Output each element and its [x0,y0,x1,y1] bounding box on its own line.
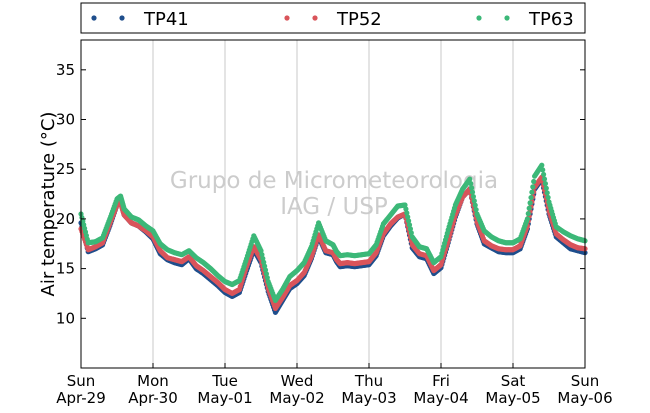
x-tick-label-date: May-04 [413,389,468,407]
legend-box [80,2,586,34]
data-point-tp63 [451,205,458,211]
y-tick-label: 10 [56,309,75,327]
data-point-tp63 [408,230,414,236]
data-point-tp63 [444,230,450,236]
data-point-tp63 [473,206,479,213]
data-point-tp63 [531,178,537,185]
x-tick-label-date: May-02 [269,389,324,407]
legend-label: TP52 [336,9,382,30]
legend-marker [476,15,482,21]
data-point-tp63 [545,194,551,201]
x-tick-label-date: Apr-30 [128,389,178,407]
data-point-tp63 [471,198,477,204]
data-point-tp63 [581,237,587,244]
x-tick-label-day: Tue [211,372,238,390]
watermark-line-2: IAG / USP [280,194,388,220]
data-point-tp63 [257,246,263,252]
data-point-tp63 [469,189,476,195]
data-point-tp63 [540,167,546,173]
watermark-line-1: Grupo de Micrometeorologia [170,168,498,194]
y-tick-label: 35 [56,61,75,79]
legend-marker [504,15,510,21]
data-point-tp63 [529,189,535,195]
x-tick-label-day: Sun [571,372,600,390]
data-point-tp63 [530,184,536,190]
data-point-tp63 [543,185,549,191]
data-point-tp63 [243,258,249,264]
legend-marker [284,15,290,21]
data-point-tp63 [406,222,413,228]
plot-frame [80,39,586,369]
legend-label: TP63 [528,9,574,30]
data-points [78,162,588,315]
y-tick-label: 30 [56,111,75,129]
data-point-tp63 [106,218,112,224]
data-point-tp63 [404,210,410,216]
legend-label: TP41 [143,9,189,30]
data-point-tp63 [405,214,411,220]
legend-marker [119,15,125,21]
data-point-tp63 [527,200,533,206]
legend-marker [91,15,97,21]
x-tick-label-date: May-01 [197,389,252,407]
legend-marker [312,15,318,21]
data-point-tp63 [307,246,314,252]
data-point-tp52 [581,246,587,252]
x-tick-label-day: Sat [501,372,526,390]
data-point-tp63 [468,180,474,187]
data-point-tp63 [264,275,270,281]
data-point-tp63 [541,176,548,182]
x-axis: SunApr-29MonApr-30TueMay-01WedMay-02ThuM… [56,363,613,407]
data-point-tp63 [470,193,476,200]
x-tick-label-day: Mon [137,372,169,390]
x-tick-label-date: Apr-29 [56,389,106,407]
data-point-tp63 [472,202,478,208]
data-point-tp63 [525,210,531,217]
x-tick-label-date: May-03 [341,389,396,407]
x-tick-label-day: Sun [67,372,96,390]
x-tick-label-day: Fri [432,372,450,390]
x-tick-label-date: May-05 [485,389,540,407]
x-tick-label-date: May-06 [557,389,612,407]
data-point-tp63 [544,190,550,196]
y-tick-label: 15 [56,260,75,278]
y-axis: 10 15 20 25 30 35 [56,61,585,327]
data-point-tp63 [526,205,532,211]
y-tick-label: 20 [56,210,75,228]
y-axis-label: Air temperature (°C) [38,112,59,297]
data-point-tp63 [407,226,413,232]
y-tick-label: 25 [56,160,75,178]
data-point-tp63 [541,171,547,178]
data-point-tp63 [469,185,475,191]
data-point-tp63 [437,254,443,261]
grid-layer [152,40,514,368]
data-point-tp63 [406,218,412,224]
legend: TP41 TP52 TP63 [80,2,586,34]
x-tick-label-day: Wed [281,372,314,390]
data-point-tp63 [403,206,409,212]
x-tick-label-day: Thu [354,372,383,390]
data-point-tp63 [528,194,534,201]
data-point-tp63 [542,181,549,187]
data-point-tp63 [523,218,530,224]
